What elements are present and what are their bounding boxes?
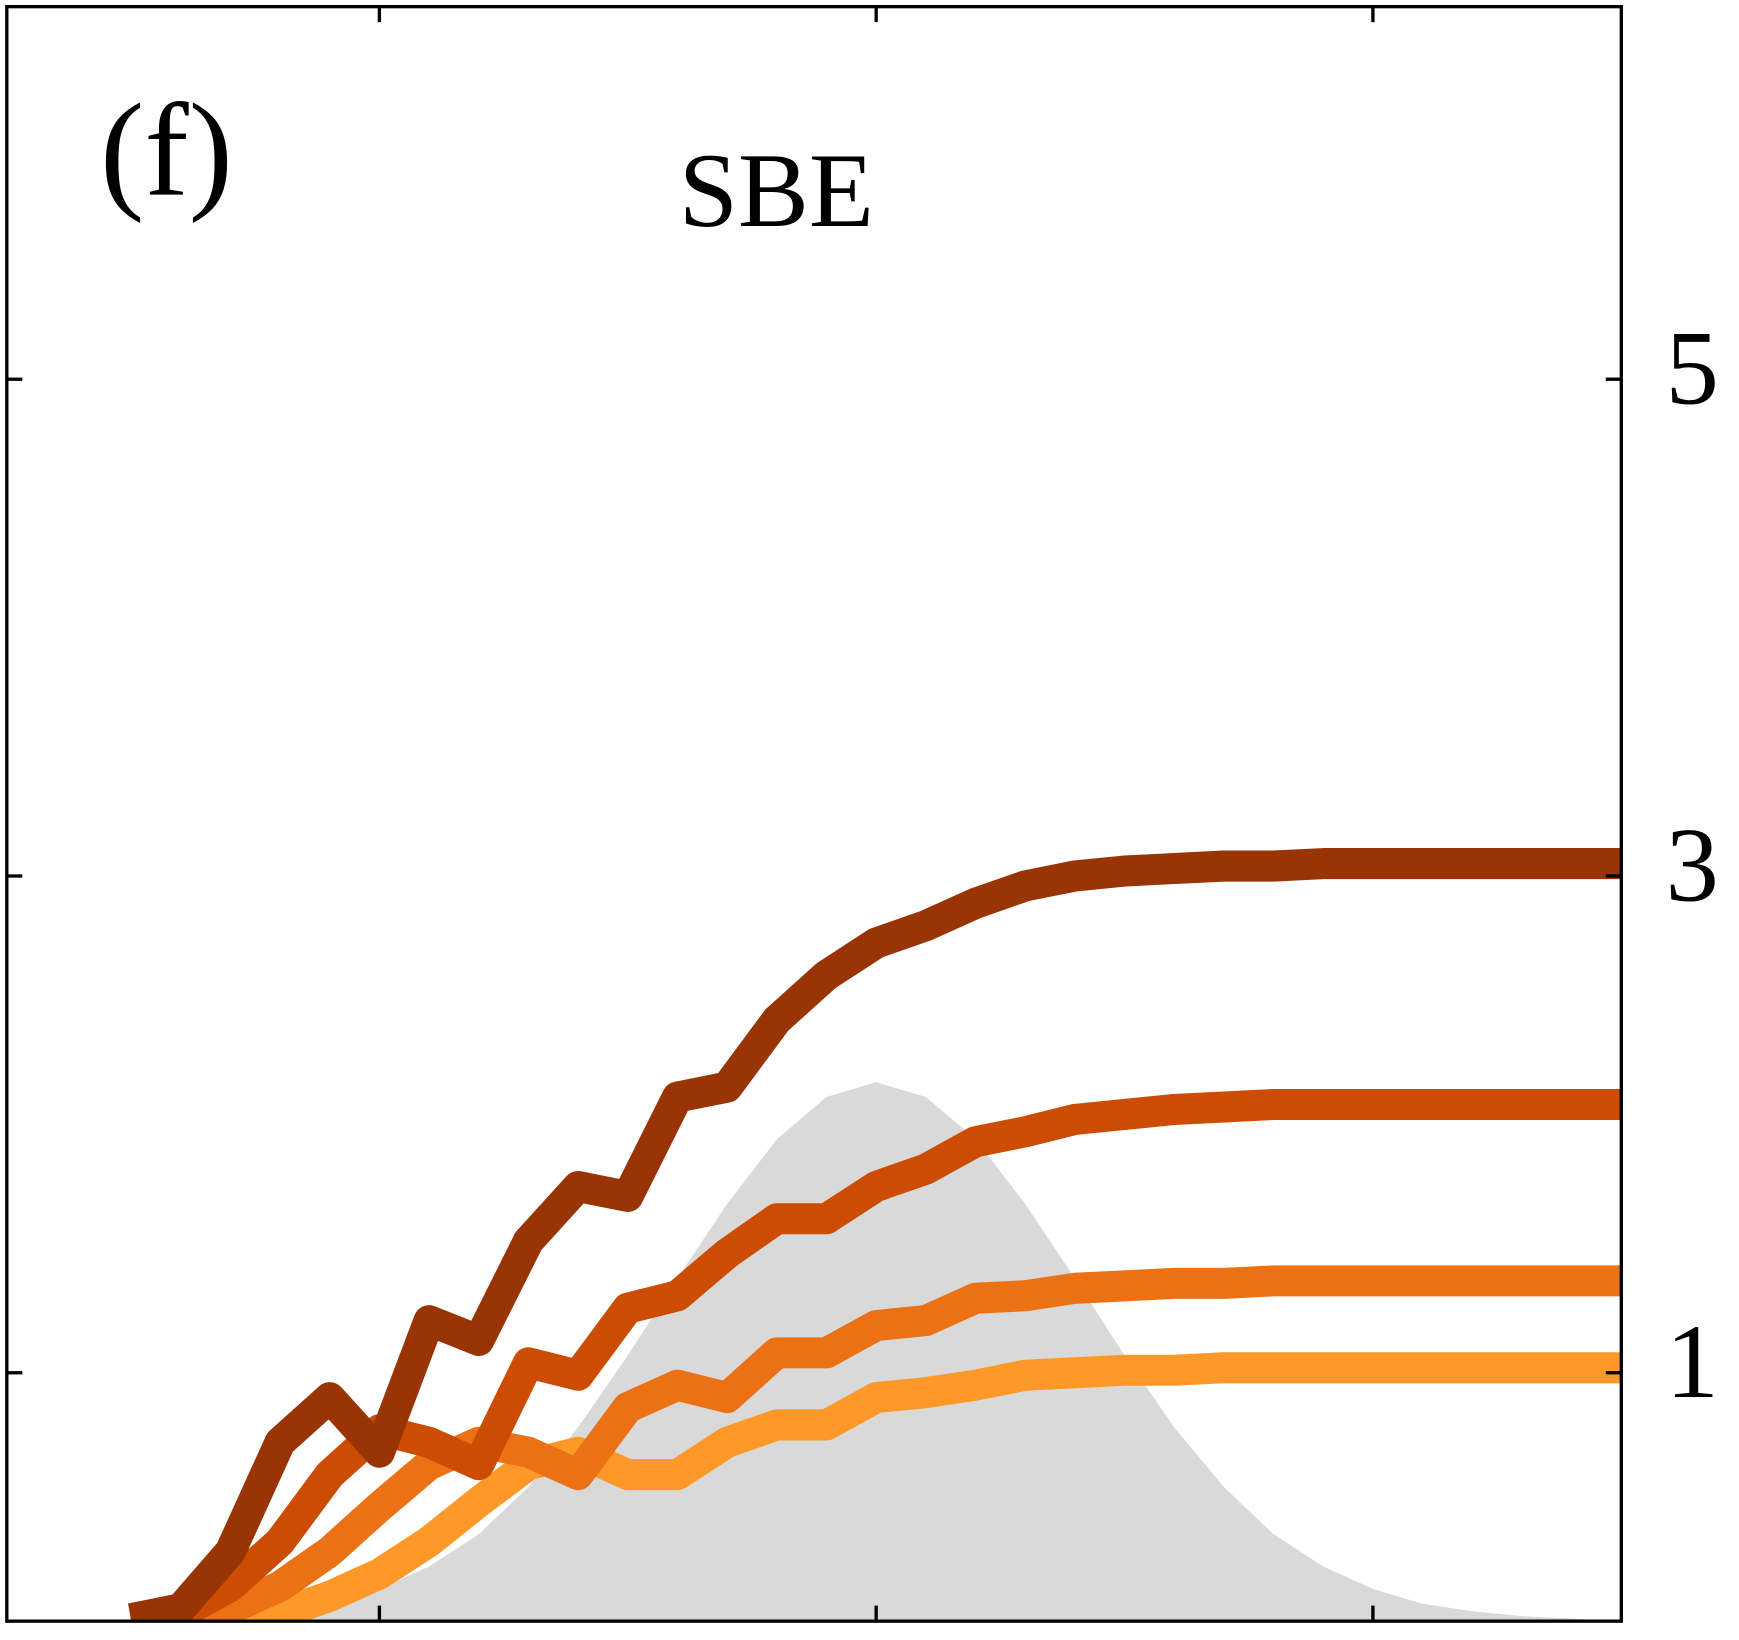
y-tick-label: 1 [1666, 1303, 1719, 1421]
line [127, 848, 1622, 1622]
y-tick-label: 3 [1666, 806, 1719, 924]
plot-area [127, 848, 1622, 1622]
frame [5, 4, 1623, 1623]
panel-label: (f) [100, 76, 233, 224]
area [131, 1082, 1622, 1622]
line [130, 1265, 1622, 1622]
y-tick-label: 5 [1666, 310, 1719, 428]
chart-title: SBE [679, 132, 874, 250]
line [131, 1352, 1622, 1622]
